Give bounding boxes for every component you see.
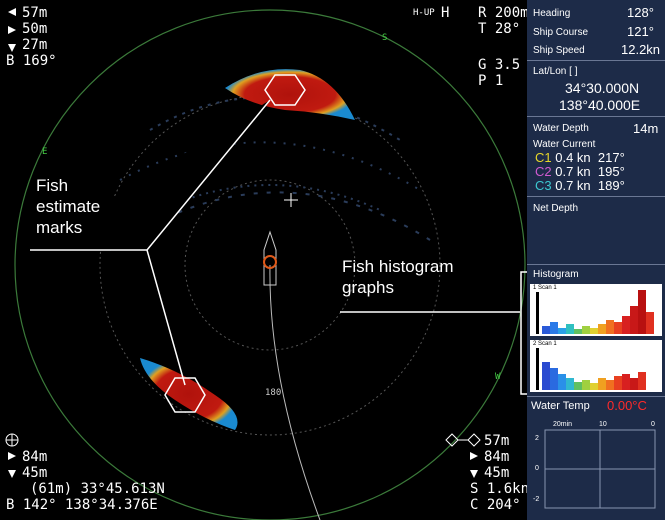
- fish-estimate-mark: [164, 377, 206, 413]
- divider: [527, 264, 665, 265]
- callout-text: Fish estimate marks: [36, 175, 100, 238]
- range-ring: [184, 179, 356, 351]
- label: Ship Speed: [533, 45, 585, 56]
- value: 34°30.000N: [565, 80, 640, 96]
- course: C 204°: [470, 497, 521, 513]
- sonar-display: [5, 8, 527, 520]
- label: Water Depth: [533, 123, 589, 134]
- speed: 0.4 kn: [555, 150, 591, 165]
- callout-box: [520, 271, 527, 395]
- bearing: B 169°: [6, 53, 57, 69]
- current-row: C1 0.4 kn 217°: [535, 150, 625, 165]
- icons: [8, 8, 478, 478]
- callout-text: Fish histogram graphs: [342, 256, 453, 298]
- range-ring-outer: [14, 9, 526, 520]
- cursor: [284, 193, 298, 207]
- callout-lines: [30, 99, 520, 386]
- tilt: T 28°: [478, 21, 521, 37]
- current-row: C2 0.7 kn 195°: [535, 164, 625, 179]
- divider: [527, 196, 665, 197]
- axis-label: 0: [535, 465, 539, 472]
- own-ship: [263, 255, 277, 269]
- position: (61m) 33°45.613N: [30, 481, 165, 497]
- axis-label: 0: [651, 421, 655, 428]
- direction-label: W: [495, 372, 501, 382]
- scan-label: 2 Scan 1: [533, 341, 557, 347]
- label: Water Temp: [531, 400, 590, 412]
- depth: 57m: [484, 433, 510, 449]
- callout-line: estimate: [36, 197, 101, 216]
- depth-upper: 57m: [22, 5, 48, 21]
- label: Ship Course: [533, 27, 589, 38]
- speed: 0.7 kn: [555, 164, 591, 179]
- callout-line: Fish histogram: [342, 257, 454, 276]
- gain: G 3.5: [478, 57, 521, 73]
- depth: 84m: [22, 449, 48, 465]
- temp-graph: [544, 429, 656, 509]
- label: Water Current: [533, 139, 596, 150]
- id: C1: [535, 150, 552, 165]
- callout-line: Fish: [36, 176, 69, 195]
- current-row: C3 0.7 kn 189°: [535, 178, 625, 193]
- label: Lat/Lon [ ]: [533, 66, 578, 77]
- bearing-label: 180: [265, 388, 282, 398]
- value: 128°: [627, 5, 654, 20]
- divider: [527, 60, 665, 61]
- divider: [527, 396, 665, 397]
- label: Heading: [533, 8, 571, 19]
- depth: 45m: [484, 465, 510, 481]
- value: 138°40.000E: [559, 97, 641, 113]
- icon: [6, 434, 18, 446]
- ship-icon: [263, 230, 277, 286]
- speed: S 1.6kn: [470, 481, 530, 497]
- preset: P 1: [478, 73, 504, 89]
- axis-label: 2: [535, 435, 539, 442]
- depth: 84m: [484, 449, 510, 465]
- axis-label: 10: [599, 421, 607, 428]
- callout-line: graphs: [342, 278, 394, 297]
- fish-estimate-mark: [264, 74, 306, 106]
- histogram-bars: [536, 290, 654, 390]
- scan-label: 1 Scan 1: [533, 285, 557, 291]
- fish-echo: [225, 69, 355, 120]
- callout-line: marks: [36, 218, 83, 237]
- axis-label: 20min: [553, 421, 573, 428]
- direction-label: S: [382, 33, 388, 43]
- fish-echo: [140, 358, 238, 430]
- depth-mid: 50m: [22, 21, 48, 37]
- speed: 0.7 kn: [555, 178, 591, 193]
- mode: H-UP: [413, 8, 435, 18]
- ship-track: [269, 264, 321, 520]
- divider: [527, 116, 665, 117]
- dir: 195°: [597, 164, 625, 179]
- histograms: [530, 284, 662, 392]
- dir: 217°: [597, 150, 625, 165]
- id: C2: [535, 164, 552, 179]
- label: Net Depth: [533, 203, 579, 214]
- label: Histogram: [533, 269, 579, 280]
- range: R 200m: [478, 5, 529, 21]
- depth: 45m: [22, 465, 48, 481]
- value: 0.00°C: [607, 398, 647, 413]
- value: 121°: [627, 24, 654, 39]
- direction-label: E: [42, 147, 48, 157]
- depth-lower: 27m: [22, 37, 48, 53]
- dir: 189°: [597, 178, 625, 193]
- mode-letter: H: [441, 5, 450, 21]
- info-panel: Heading 128° Ship Course 121° Ship Speed…: [527, 0, 665, 520]
- value: 12.2kn: [621, 42, 661, 57]
- axis-label: -2: [533, 496, 540, 503]
- value: 14m: [633, 121, 659, 136]
- icon: [445, 433, 481, 447]
- id: C3: [535, 178, 552, 193]
- bearing-position: B 142° 138°34.376E: [6, 497, 158, 513]
